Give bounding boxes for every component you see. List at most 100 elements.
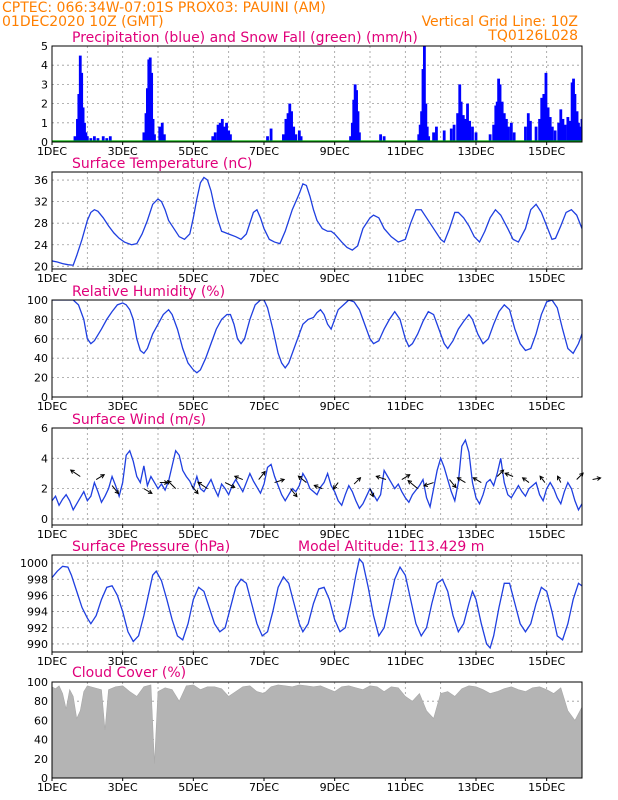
precip-bar-72 <box>464 118 467 142</box>
precip-bar-12 <box>101 136 105 142</box>
pres-xtick-label-1: 3DEC <box>108 655 138 668</box>
precip-bar-85 <box>504 118 508 142</box>
precip-bar-108 <box>572 78 575 142</box>
wind-arrowhead-23 <box>456 477 462 482</box>
header-model-code: TQ0126L028 <box>487 28 578 44</box>
precip-bar-37 <box>282 134 285 142</box>
precip-bar-7 <box>84 132 88 142</box>
cloud-frame <box>51 681 583 779</box>
precip-frame <box>51 45 583 143</box>
precip-bar-63 <box>432 132 435 142</box>
wind-arrowhead-11 <box>280 478 286 483</box>
pres-frame <box>51 554 583 653</box>
rh-ytick-label-1: 20 <box>34 372 48 385</box>
temp-line-series-0 <box>52 176 582 266</box>
wind-title: Surface Wind (m/s) <box>72 412 206 428</box>
cloud-xtick-label-6: 13DEC <box>457 781 494 794</box>
wind-arrowhead-3 <box>147 489 153 494</box>
precip-xtick-label-5: 11DEC <box>387 145 424 158</box>
precipitation-panel: Precipitation (blue) and Snow Fall (gree… <box>37 30 583 158</box>
temp-xtick-label-4: 9DEC <box>320 272 350 285</box>
wind-arrow-15 <box>332 482 339 490</box>
wind-arrowhead-19 <box>405 474 411 479</box>
cloud-ytick-label-3: 60 <box>34 714 48 727</box>
temp-ytick-label-0: 20 <box>34 260 48 273</box>
precip-bar-29 <box>218 122 222 142</box>
wind-arrow-31 <box>592 477 601 481</box>
wind-arrowhead-7 <box>197 481 202 487</box>
wind-ytick-label-1: 2 <box>41 483 48 496</box>
pres-xtick-label-4: 9DEC <box>320 655 350 668</box>
wind-arrow-6 <box>191 485 199 494</box>
precip-bar-26 <box>211 136 215 142</box>
precip-bar-4 <box>80 72 84 142</box>
wind-arrow-17 <box>369 488 374 497</box>
wind-line-series-0 <box>52 438 582 512</box>
precip-bar-41 <box>290 111 293 142</box>
precip-bar-104 <box>563 124 567 142</box>
temp-xtick-label-0: 1DEC <box>37 272 67 285</box>
wind-ytick-label-2: 4 <box>41 452 48 465</box>
precip-bar-43 <box>294 134 298 142</box>
precip-bar-11 <box>96 138 100 142</box>
precip-bar-49 <box>353 84 357 142</box>
rh-xtick-label-0: 1DEC <box>37 400 67 413</box>
pres-ytick-label-1: 992 <box>27 622 48 635</box>
wind-arrow-25 <box>496 469 504 477</box>
precip-bar-96 <box>544 72 548 142</box>
precip-bar-73 <box>466 103 469 142</box>
pres-ytick-label-0: 990 <box>27 638 48 651</box>
wind-arrowhead-22 <box>452 483 457 489</box>
precip-bar-62 <box>427 136 431 142</box>
cloud-xtick-label-2: 5DEC <box>178 781 208 794</box>
precip-bar-107 <box>570 82 574 142</box>
wind-ytick-label-3: 6 <box>41 422 48 435</box>
wind-arrow-21 <box>423 482 434 487</box>
cloud-xtick-label-5: 11DEC <box>387 781 424 794</box>
precip-bar-38 <box>284 118 288 142</box>
temp-frame <box>51 171 583 270</box>
precip-bar-5 <box>81 107 85 142</box>
wind-arrow-27 <box>522 477 530 483</box>
rh-ytick-label-2: 40 <box>34 352 48 365</box>
precip-bar-95 <box>542 94 546 142</box>
precip-bar-54 <box>382 136 386 142</box>
precip-bar-22 <box>153 134 156 142</box>
rh-xtick-label-2: 5DEC <box>178 400 208 413</box>
precip-bar-52 <box>358 132 361 142</box>
precip-bar-68 <box>456 113 460 142</box>
humidity-panel: Relative Humidity (%) 0 20 40 60 80 100 1DEC 3D… <box>27 284 583 413</box>
precip-bar-35 <box>266 136 269 142</box>
precip-bar-75 <box>471 126 474 142</box>
wind-arrow-22 <box>449 479 457 488</box>
precip-bar-70 <box>459 101 463 142</box>
wind-data <box>52 438 582 512</box>
rh-xtick-label-6: 13DEC <box>457 400 494 413</box>
precip-bar-79 <box>494 105 498 142</box>
rh-ytick-label-3: 60 <box>34 333 48 346</box>
precip-bar-100 <box>553 130 557 142</box>
wind-arrow-23 <box>457 477 466 483</box>
precip-bar-20 <box>150 72 154 142</box>
rh-ytick-label-0: 0 <box>41 391 48 404</box>
temp-xtick-label-2: 5DEC <box>178 272 208 285</box>
temp-data <box>52 176 582 266</box>
wind-arrowhead-20 <box>407 479 413 485</box>
precip-bar-92 <box>534 126 538 142</box>
wind-arrowhead-14 <box>313 484 319 489</box>
cloud-ytick-label-4: 80 <box>34 695 48 708</box>
precip-ytick-label-1: 1 <box>41 117 48 130</box>
precip-bar-82 <box>498 84 502 142</box>
wind-arrowhead-24 <box>472 477 478 482</box>
wind-xtick-label-3: 7DEC <box>249 528 279 541</box>
wind-arrowhead-21 <box>423 482 428 487</box>
temp-ytick-label-4: 36 <box>34 174 48 187</box>
model-altitude: Model Altitude: 113.429 m <box>298 539 484 555</box>
wind-panel: Surface Wind (m/s) 0 2 4 6 1DEC 3DEC 5DEC 7DEC 9… <box>37 412 602 541</box>
cloud-xtick-label-0: 1DEC <box>37 781 67 794</box>
precip-bar-13 <box>105 138 109 142</box>
temp-xtick-label-7: 15DEC <box>528 272 565 285</box>
wind-arrow-24 <box>473 477 482 483</box>
pres-xtick-label-7: 15DEC <box>528 655 565 668</box>
